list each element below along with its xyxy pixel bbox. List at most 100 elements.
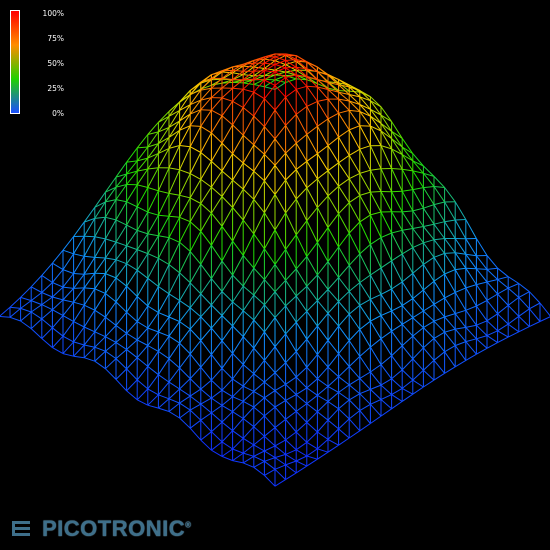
mesh-edge (327, 227, 340, 248)
mesh-edge (401, 154, 414, 162)
mesh-edge (168, 388, 180, 400)
mesh-edge (200, 230, 212, 246)
mesh-edge (380, 288, 392, 295)
mesh-edge (306, 178, 318, 189)
mesh-edge (136, 134, 149, 149)
mesh-edge (391, 310, 403, 325)
mesh-edge (274, 439, 286, 447)
mesh-edge (285, 418, 297, 433)
mesh-edge (242, 400, 255, 408)
mesh-edge (232, 63, 244, 71)
mesh-edge (242, 199, 255, 221)
mesh-edge (295, 114, 308, 135)
mesh-edge (285, 96, 297, 115)
mesh-edge (200, 304, 212, 318)
mesh-edge (455, 287, 466, 293)
mesh-edge (211, 412, 223, 423)
mesh-edge (380, 378, 392, 386)
mesh-edge (126, 160, 138, 175)
mesh-edge (232, 74, 244, 81)
mesh-edge (242, 336, 255, 349)
mesh-edge (327, 312, 339, 327)
mesh-edge (147, 131, 159, 148)
mesh-edge (338, 154, 350, 164)
mesh-edge (157, 316, 170, 333)
mesh-edge (380, 130, 393, 150)
mesh-edge (232, 153, 244, 164)
mesh-edge (158, 394, 170, 400)
mesh-edge (306, 431, 318, 443)
mesh-edge (295, 74, 308, 87)
mesh-edge (253, 435, 265, 446)
mesh-edge (221, 353, 234, 369)
mesh-edge (380, 106, 393, 122)
mesh-edge (295, 106, 308, 115)
mesh-edge (136, 321, 149, 329)
mesh-edge (94, 273, 106, 290)
mesh-edge (338, 213, 350, 234)
mesh-edge (317, 289, 329, 301)
mesh-edge (0, 315, 11, 318)
mesh-edge (179, 146, 191, 171)
mesh-edge (316, 126, 329, 146)
mesh-edge (274, 179, 287, 195)
mesh-edge (454, 201, 467, 220)
mesh-edge (158, 286, 170, 295)
mesh-edge (105, 186, 117, 193)
mesh-edge (348, 410, 361, 420)
mesh-edge (306, 448, 318, 457)
mesh-edge (62, 288, 74, 301)
mesh-edge (317, 312, 329, 327)
mesh-edge (274, 390, 286, 401)
mesh-edge (253, 426, 265, 437)
mesh-edge (126, 201, 138, 208)
mesh-edge (264, 475, 276, 487)
mesh-edge (274, 464, 286, 470)
mesh-edge (295, 89, 308, 107)
mesh-edge (136, 388, 149, 401)
mesh-edge (274, 399, 286, 408)
mesh-edge (264, 460, 276, 470)
mesh-edge (211, 449, 223, 457)
mesh-edge (454, 328, 467, 342)
mesh-edge (83, 331, 96, 346)
mesh-edge (211, 70, 223, 79)
mesh-edge (179, 113, 191, 131)
mesh-edge (274, 212, 287, 231)
mesh-edge (412, 170, 424, 174)
mesh-edge (359, 244, 371, 255)
mesh-edge (147, 305, 159, 314)
mesh-edge (200, 87, 212, 101)
mesh-edge (253, 170, 265, 182)
mesh-edge (211, 78, 223, 81)
mesh-edge (52, 327, 64, 337)
mesh-edge (402, 228, 413, 231)
mesh-edge (242, 319, 255, 337)
mesh-edge (264, 291, 276, 306)
mesh-edge (136, 278, 149, 297)
mesh-edge (454, 219, 467, 240)
mesh-edge (444, 366, 456, 374)
mesh-edge (274, 279, 286, 293)
mesh-edge (454, 345, 467, 361)
mesh-edge (380, 114, 392, 123)
mesh-edge (391, 369, 403, 380)
mesh-edge (221, 367, 233, 380)
mesh-edge (105, 259, 117, 274)
mesh-edge (285, 125, 297, 144)
mesh-edge (338, 98, 350, 102)
mesh-edge (200, 327, 212, 341)
mesh-edge (253, 406, 265, 417)
mesh-edge (105, 238, 117, 243)
mesh-edge (200, 419, 212, 433)
mesh-edge (306, 366, 318, 380)
mesh-edge (232, 301, 244, 312)
mesh-edge (317, 378, 329, 387)
mesh-edge (370, 338, 382, 348)
mesh-edge (316, 242, 329, 262)
mesh-edge (30, 304, 43, 313)
mesh-edge (264, 457, 276, 462)
mesh-edge (306, 394, 318, 404)
mesh-edge (94, 201, 106, 219)
mesh-edge (221, 79, 233, 89)
